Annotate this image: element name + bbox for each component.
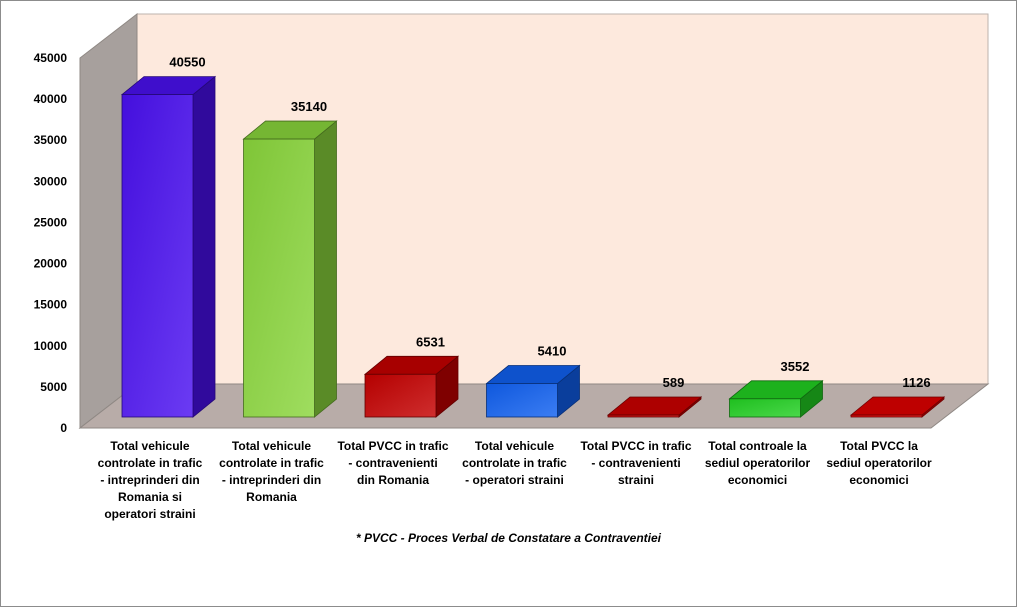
bar xyxy=(729,398,801,418)
category-label: Total vehicule controlate in trafic - intr… xyxy=(98,439,203,521)
bar xyxy=(607,414,680,418)
y-tick-label: 10000 xyxy=(34,339,68,353)
category-label: Total controale la sediul operatorilor eco… xyxy=(705,439,811,487)
data-label: 5410 xyxy=(538,344,567,359)
data-label: 1126 xyxy=(902,375,930,390)
category-label: Total PVCC in trafic - contravenienti din … xyxy=(337,439,448,487)
y-tick-label: 25000 xyxy=(34,215,68,229)
y-tick-label: 20000 xyxy=(34,257,68,271)
y-tick-label: 40000 xyxy=(34,92,68,106)
footnote: * PVCC - Proces Verbal de Constatare a C… xyxy=(356,531,661,545)
data-label: 3552 xyxy=(781,359,810,374)
bar-side xyxy=(314,120,337,418)
data-label: 6531 xyxy=(416,334,445,349)
bar xyxy=(850,414,923,418)
data-label: 40550 xyxy=(169,55,205,70)
y-tick-label: 0 xyxy=(60,421,67,435)
y-tick-label: 45000 xyxy=(34,51,68,65)
data-label: 35140 xyxy=(291,99,327,114)
bar xyxy=(486,383,558,418)
category-label: Total vehicule controlate in trafic - intr… xyxy=(219,439,324,504)
category-label: Total PVCC la sediul operatorilor economic… xyxy=(826,439,932,487)
bar-side xyxy=(192,75,216,418)
category-label: Total vehicule controlate in trafic - oper… xyxy=(462,439,567,487)
bar xyxy=(243,138,315,418)
y-tick-label: 5000 xyxy=(40,380,67,394)
y-tick-label: 30000 xyxy=(34,174,68,188)
y-tick-label: 35000 xyxy=(34,133,68,147)
bar xyxy=(121,94,194,418)
y-tick-label: 15000 xyxy=(34,298,68,312)
bar xyxy=(364,373,437,418)
data-label: 589 xyxy=(663,375,685,390)
category-label: Total PVCC in trafic - contravenienti stra… xyxy=(580,439,691,487)
